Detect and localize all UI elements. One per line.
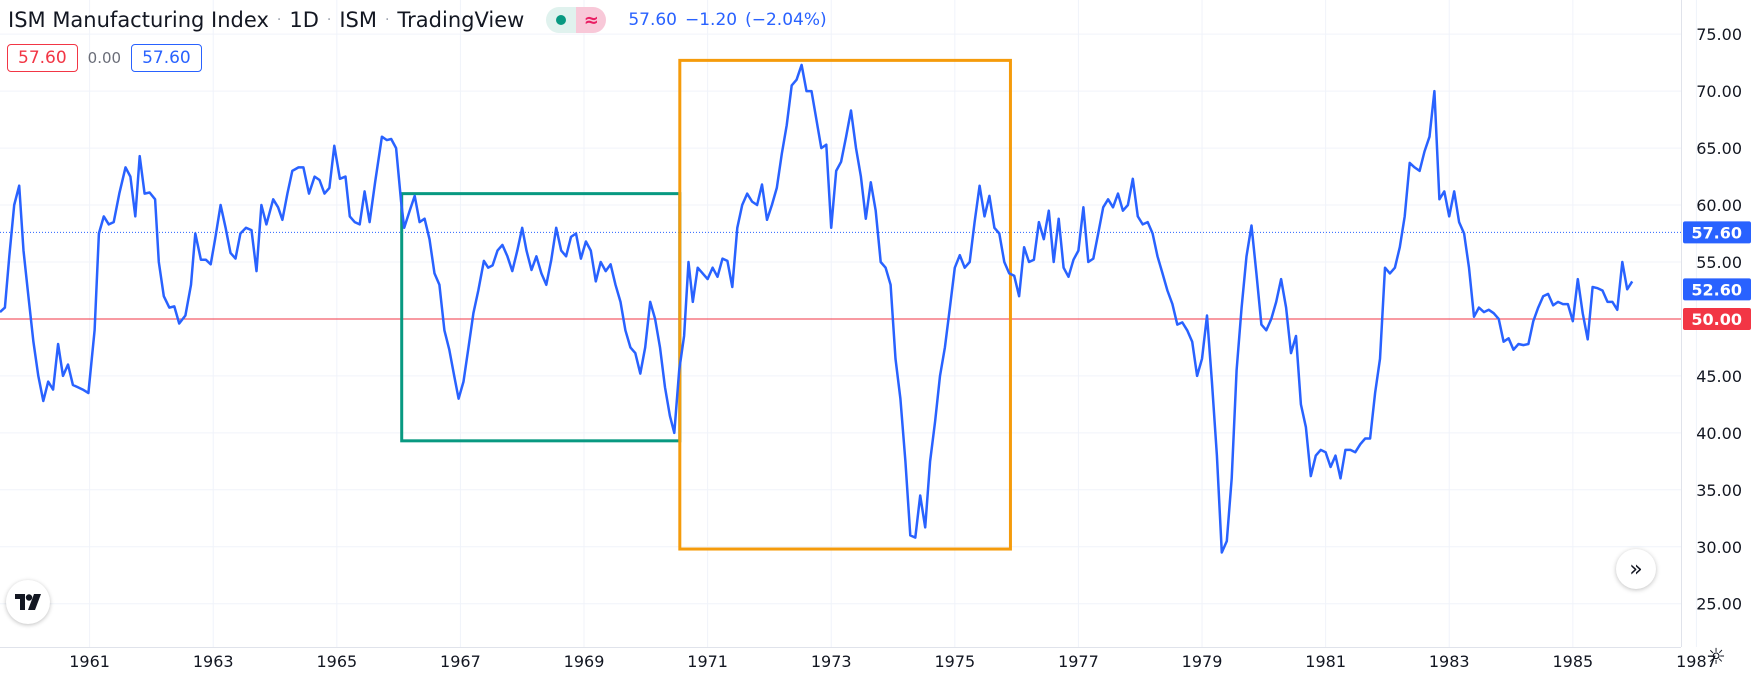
quote-last: 57.60 — [628, 10, 677, 30]
x-tick-label: 1961 — [69, 652, 110, 671]
time-axis[interactable]: 1961 1963 1965 1967 1969 1971 1973 1975 1977 1979… — [69, 652, 1717, 671]
y-tick-label: 60.00 — [1696, 196, 1742, 215]
price-label-text: 52.60 — [1691, 280, 1742, 299]
y-tick-label: 30.00 — [1696, 538, 1742, 557]
price-label-text: 50.00 — [1691, 310, 1742, 329]
price-label-badge — [1683, 278, 1751, 301]
y-tick-label: 65.00 — [1696, 139, 1742, 158]
spread-value: 0.00 — [87, 49, 122, 67]
buy-price-box[interactable]: 57.60 — [131, 44, 202, 72]
market-open-icon — [546, 7, 577, 33]
x-tick-label: 1981 — [1305, 652, 1346, 671]
separator-dot: · — [326, 12, 332, 28]
price-boxes: 57.60 0.00 57.60 — [7, 44, 202, 72]
tradingview-logo-icon[interactable] — [6, 580, 50, 624]
drawing-rectangle — [678, 58, 1012, 551]
legend-header: ISM Manufacturing Index · 1D · ISM · Tra… — [8, 6, 835, 34]
interval-label[interactable]: 1D — [289, 8, 319, 32]
sell-price-box[interactable]: 57.60 — [7, 44, 78, 72]
reference-lines — [0, 231, 1681, 320]
x-tick-label: 1975 — [934, 652, 975, 671]
price-label-badge — [1683, 221, 1751, 244]
x-tick-label: 1985 — [1552, 652, 1593, 671]
data-delayed-icon: ≈ — [576, 7, 607, 33]
quote-change: −1.20 — [684, 10, 738, 30]
separator-dot: · — [276, 12, 282, 28]
y-tick-label: 75.00 — [1696, 25, 1742, 44]
chevrons-right-icon[interactable]: » — [1616, 549, 1656, 589]
price-axis-labels: 50.00 57.60 52.60 — [1683, 221, 1751, 330]
quote-values: 57.60 −1.20 (−2.04%) — [628, 10, 834, 30]
x-tick-label: 1973 — [811, 652, 852, 671]
x-tick-label: 1979 — [1182, 652, 1223, 671]
x-tick-label: 1967 — [440, 652, 481, 671]
y-tick-label: 35.00 — [1696, 481, 1742, 500]
price-label-text: 57.60 — [1691, 223, 1742, 242]
x-tick-label: 1963 — [193, 652, 234, 671]
y-tick-label: 40.00 — [1696, 424, 1742, 443]
x-tick-label: 1977 — [1058, 652, 1099, 671]
y-tick-label: 45.00 — [1696, 367, 1742, 386]
price-label-badge — [1683, 307, 1751, 330]
y-tick-label: 25.00 — [1696, 595, 1742, 614]
symbol-title[interactable]: ISM Manufacturing Index — [8, 8, 269, 32]
gear-icon[interactable]: ☼ — [1706, 644, 1726, 670]
y-tick-label: 55.00 — [1696, 253, 1742, 272]
x-tick-label: 1969 — [564, 652, 605, 671]
x-tick-label: 1983 — [1429, 652, 1470, 671]
drawing-rectangles[interactable] — [400, 58, 1012, 551]
source-label: TradingView — [397, 8, 525, 32]
series-line — [0, 63, 1634, 554]
separator-dot: · — [384, 12, 390, 28]
y-tick-label: 70.00 — [1696, 82, 1742, 101]
x-tick-label: 1987 — [1676, 652, 1717, 671]
market-status[interactable]: ≈ — [546, 7, 607, 33]
x-tick-label: 1971 — [687, 652, 728, 671]
exchange-label: ISM — [339, 8, 377, 32]
quote-change-percent: (−2.04%) — [745, 10, 827, 30]
series-line-path — [0, 63, 1634, 554]
x-tick-label: 1965 — [316, 652, 357, 671]
